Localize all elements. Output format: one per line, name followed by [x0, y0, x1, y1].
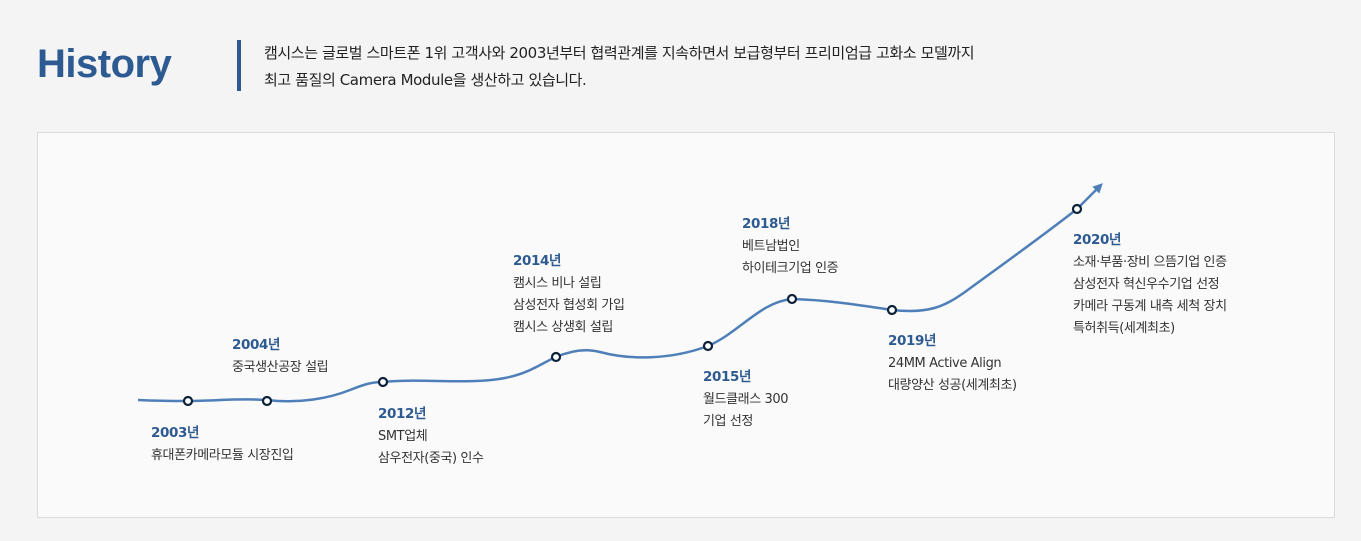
- timeline-year: 2018년: [742, 216, 790, 232]
- timeline-entry-2019: 2019년 24MM Active Align 대량양산 성공(세계최초): [888, 330, 1017, 397]
- timeline-text: 삼성전자 혁신우수기업 선정: [1073, 277, 1220, 292]
- intro-line-1: 캠시스는 글로벌 스마트폰 1위 고객사와 2003년부터 협력관계를 지속하면…: [264, 44, 975, 62]
- timeline-text: 소재·부품·장비 으뜸기업 인증: [1073, 255, 1227, 270]
- timeline-text: 24MM Active Align: [888, 356, 1002, 371]
- intro-line-2: 최고 품질의 Camera Module을 생산하고 있습니다.: [264, 71, 587, 89]
- timeline-year: 2014년: [513, 253, 561, 269]
- timeline-year: 2004년: [232, 337, 280, 353]
- timeline-entry-2018: 2018년 베트남법인 하이테크기업 인증: [742, 213, 839, 280]
- timeline-year: 2019년: [888, 333, 936, 349]
- title-divider: [237, 40, 241, 91]
- timeline-entry-2014: 2014년 캠시스 비나 설립 삼성전자 협성회 가입 캠시스 상생회 설립: [513, 250, 625, 339]
- timeline-year: 2003년: [151, 425, 199, 441]
- intro-text: 캠시스는 글로벌 스마트폰 1위 고객사와 2003년부터 협력관계를 지속하면…: [264, 40, 975, 94]
- timeline-text: 삼우전자(중국) 인수: [378, 451, 484, 466]
- timeline-text: 카메라 구동계 내측 세척 장치: [1073, 299, 1227, 314]
- timeline-entry-2003: 2003년 휴대폰카메라모듈 시장진입: [151, 422, 294, 467]
- timeline-node-2014: [550, 351, 562, 363]
- timeline-year: 2020년: [1073, 232, 1121, 248]
- timeline-node-2012: [377, 376, 389, 388]
- timeline-text: 캠시스 상생회 설립: [513, 320, 613, 335]
- timeline-text: 중국생산공장 설립: [232, 360, 329, 375]
- timeline-text: 휴대폰카메라모듈 시장진입: [151, 448, 294, 463]
- timeline-entry-2020: 2020년 소재·부품·장비 으뜸기업 인증 삼성전자 혁신우수기업 선정 카메…: [1073, 229, 1227, 340]
- timeline-entry-2004: 2004년 중국생산공장 설립: [232, 334, 329, 379]
- timeline-text: 기업 선정: [703, 414, 753, 429]
- timeline-text: SMT업체: [378, 429, 428, 444]
- timeline-entry-2012: 2012년 SMT업체 삼우전자(중국) 인수: [378, 403, 484, 470]
- timeline-year: 2012년: [378, 406, 426, 422]
- timeline-text: 캠시스 비나 설립: [513, 276, 602, 291]
- timeline-curve: [137, 183, 1103, 403]
- timeline-text: 삼성전자 협성회 가입: [513, 298, 625, 313]
- timeline-text: 대량양산 성공(세계최초): [888, 378, 1017, 393]
- timeline-year: 2015년: [703, 369, 751, 385]
- timeline-card: [37, 132, 1335, 518]
- timeline-text: 하이테크기업 인증: [742, 261, 839, 276]
- timeline-text: 베트남법인: [742, 239, 800, 254]
- timeline-node-2004: [261, 395, 273, 407]
- timeline-text: 특허취득(세계최초): [1073, 321, 1175, 336]
- timeline-node-2019: [886, 304, 898, 316]
- page-title: History: [37, 42, 172, 86]
- timeline-node-2015: [702, 340, 714, 352]
- timeline-entry-2015: 2015년 월드클래스 300 기업 선정: [703, 366, 789, 433]
- timeline-node-2003: [182, 395, 194, 407]
- timeline-node-2020: [1071, 203, 1083, 215]
- timeline-node-2018: [786, 293, 798, 305]
- timeline-text: 월드클래스 300: [703, 392, 789, 407]
